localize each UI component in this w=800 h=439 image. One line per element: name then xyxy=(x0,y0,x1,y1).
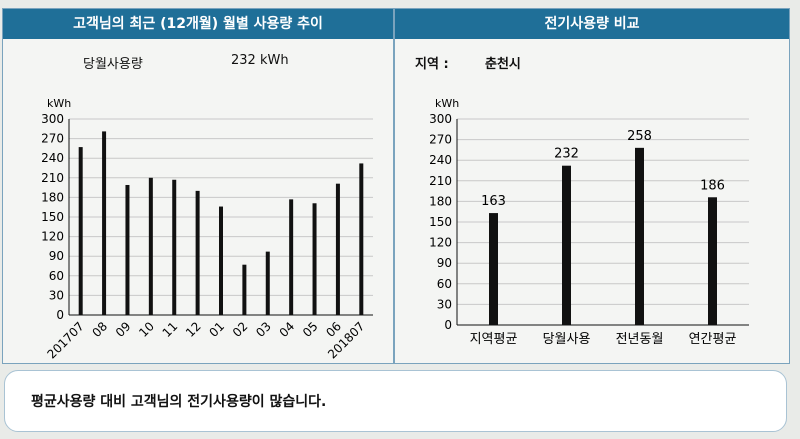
monthly-trend-panel: 고객님의 최근 (12개월) 월별 사용량 추이 당월사용량 232 kWh k… xyxy=(2,8,394,364)
y-tick-label: 30 xyxy=(437,297,452,311)
y-tick-label: 270 xyxy=(429,133,452,147)
monthly-trend-title: 고객님의 최근 (12개월) 월별 사용량 추이 xyxy=(3,9,393,39)
x-tick-label: 02 xyxy=(230,319,251,340)
bar xyxy=(219,206,223,315)
x-tick-label: 지역평균 xyxy=(470,332,518,347)
data-label: 186 xyxy=(700,178,725,193)
bar xyxy=(125,184,130,315)
bar xyxy=(289,199,294,315)
y-tick-label: 210 xyxy=(429,174,452,188)
monthly-usage-value: 232 kWh xyxy=(231,53,289,68)
x-tick-label: 10 xyxy=(136,319,157,340)
x-tick-label: 09 xyxy=(113,319,134,340)
y-tick-label: 300 xyxy=(41,112,64,126)
usage-comparison-title: 전기사용량 비교 xyxy=(395,9,789,39)
data-label: 258 xyxy=(627,129,652,144)
bar xyxy=(562,165,571,325)
monthly-usage-label: 당월사용량 xyxy=(83,57,143,72)
usage-message: 평균사용량 대비 고객님의 전기사용량이 많습니다. xyxy=(31,394,327,410)
x-tick-label: 03 xyxy=(253,319,274,340)
x-tick-label: 201707 xyxy=(45,319,87,361)
y-tick-label: 210 xyxy=(41,171,64,185)
bar xyxy=(78,147,83,315)
y-tick-label: 240 xyxy=(41,151,64,165)
y-tick-label: 180 xyxy=(41,190,64,204)
x-tick-label: 11 xyxy=(160,319,181,340)
bar xyxy=(102,131,107,315)
x-tick-label: 08 xyxy=(89,319,110,340)
bar xyxy=(195,190,200,315)
y-tick-label: 0 xyxy=(56,308,64,322)
y-tick-label: 240 xyxy=(429,153,452,167)
x-tick-label: 04 xyxy=(277,319,298,340)
y-tick-label: 120 xyxy=(41,230,64,244)
bar xyxy=(335,183,340,315)
region-label: 지역 : xyxy=(415,57,449,72)
bar xyxy=(489,213,498,325)
x-tick-label: 연간평균 xyxy=(689,332,737,347)
y-tick-label: 150 xyxy=(41,210,64,224)
x-tick-label: 전년동월 xyxy=(616,332,664,347)
x-tick-label: 01 xyxy=(206,319,227,340)
x-tick-label: 당월사용 xyxy=(543,332,591,347)
region-value: 춘천시 xyxy=(485,57,521,72)
y-tick-label: 270 xyxy=(41,132,64,146)
bar xyxy=(708,197,717,325)
bar xyxy=(265,251,270,315)
x-tick-label: 12 xyxy=(183,319,204,340)
y-tick-label: 120 xyxy=(429,236,452,250)
bar xyxy=(148,177,153,315)
bar xyxy=(635,147,644,325)
usage-comparison-chart: kWh 0 30 60 90 120 150 180 210 240 270 300 163 지역평균 23… xyxy=(429,97,749,347)
data-label: 163 xyxy=(481,194,506,209)
y-tick-label: 60 xyxy=(437,277,452,291)
y-axis-label: kWh xyxy=(435,97,459,110)
y-tick-label: 0 xyxy=(444,318,452,332)
y-tick-label: 60 xyxy=(49,269,64,283)
bar xyxy=(312,203,317,315)
y-tick-label: 30 xyxy=(49,288,64,302)
y-tick-label: 90 xyxy=(49,249,64,263)
bar xyxy=(359,163,364,315)
usage-comparison-panel: 전기사용량 비교 지역 : 춘천시 kWh 0 30 60 90 120 150 180 210… xyxy=(394,8,790,364)
y-tick-label: 180 xyxy=(429,194,452,208)
bar xyxy=(172,179,177,315)
data-label: 232 xyxy=(554,147,579,162)
y-axis-label: kWh xyxy=(47,97,71,110)
x-tick-label: 05 xyxy=(300,319,321,340)
y-tick-label: 300 xyxy=(429,112,452,126)
y-tick-label: 90 xyxy=(437,256,452,270)
bar xyxy=(242,264,247,315)
message-box: 평균사용량 대비 고객님의 전기사용량이 많습니다. xyxy=(4,370,787,432)
y-tick-label: 150 xyxy=(429,215,452,229)
